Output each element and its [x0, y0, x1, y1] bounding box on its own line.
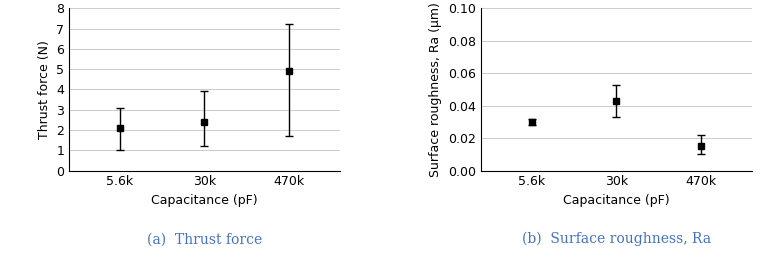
Y-axis label: Surface roughness, Ra (μm): Surface roughness, Ra (μm): [430, 2, 443, 177]
X-axis label: Capacitance (pF): Capacitance (pF): [563, 194, 670, 207]
Text: (a)  Thrust force: (a) Thrust force: [146, 232, 262, 246]
Y-axis label: Thrust force (N): Thrust force (N): [38, 40, 51, 139]
X-axis label: Capacitance (pF): Capacitance (pF): [151, 194, 258, 207]
Text: (b)  Surface roughness, Ra: (b) Surface roughness, Ra: [522, 232, 711, 246]
